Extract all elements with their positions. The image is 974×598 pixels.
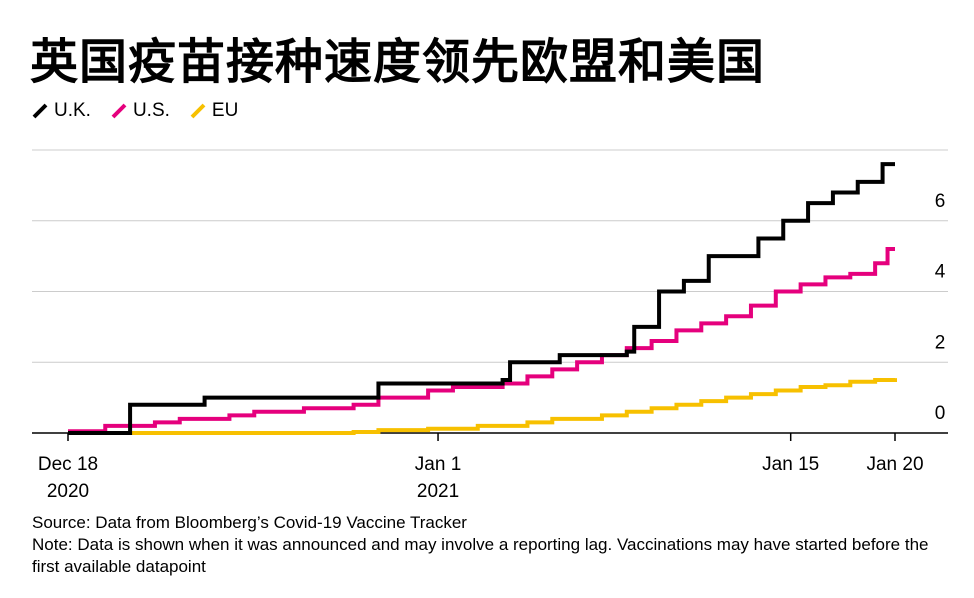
x-tick-label: Jan 15 (762, 454, 819, 475)
y-tick-label: 0 (935, 403, 946, 424)
source-note: Source: Data from Bloomberg’s Covid-19 V… (32, 513, 467, 532)
legend-item-us: U.S. (111, 100, 170, 122)
legend-eu-label: EU (211, 100, 239, 121)
y-tick-label: 2 (935, 332, 946, 353)
series-line-us (68, 247, 895, 434)
data-note: Note: Data is shown when it was announce… (32, 535, 929, 576)
x-tick-label: Dec 18 (38, 454, 98, 475)
x-tick-year-label: 2020 (47, 481, 89, 502)
legend-uk-swatch-icon (32, 103, 48, 119)
x-tick-year-label: 2021 (417, 481, 459, 502)
y-tick-label: 4 (935, 262, 946, 283)
y-tick-label: 6 (935, 191, 946, 212)
legend: U.K. U.S. EU (32, 100, 258, 122)
legend-uk-label: U.K. (54, 100, 91, 121)
legend-item-uk: U.K. (32, 100, 91, 122)
x-tick-label: Jan 1 (415, 454, 461, 475)
legend-item-eu: EU (190, 100, 238, 122)
legend-us-label: U.S. (132, 100, 170, 121)
x-tick-label: Jan 20 (866, 454, 923, 475)
chart-title: 英国疫苗接种速度领先欧盟和美国 (30, 34, 766, 90)
footer: Source: Data from Bloomberg’s Covid-19 V… (32, 512, 952, 578)
series-line-eu (68, 377, 897, 435)
legend-us-swatch-icon (111, 103, 127, 119)
legend-eu-swatch-icon (190, 103, 206, 119)
series-line-uk (68, 162, 895, 435)
